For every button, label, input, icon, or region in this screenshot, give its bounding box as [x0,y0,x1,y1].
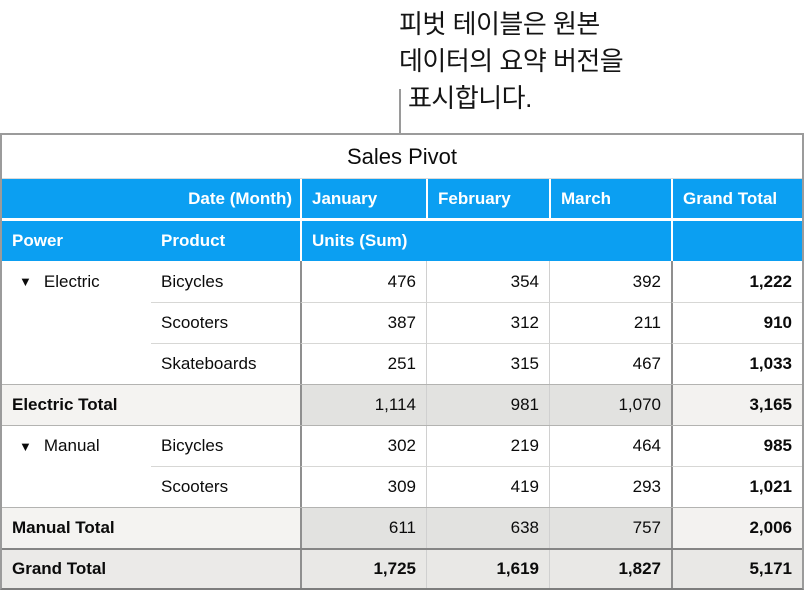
grand-total-grand-cell[interactable]: 5,171 [671,550,802,588]
group-total-cell[interactable]: 1,070 [549,385,671,425]
header-march[interactable]: March [549,179,671,218]
value-cell[interactable]: 219 [426,426,549,466]
group-cell-empty[interactable] [2,466,151,507]
pivot-table: Sales Pivot Date (Month) January Februar… [0,133,804,590]
callout-line-1: 피벗 테이블은 원본 [399,9,600,39]
grand-total-cell[interactable]: 1,725 [300,550,426,588]
value-cell[interactable]: 467 [549,343,671,384]
product-cell[interactable]: Bicycles [161,271,224,291]
callout-connector-line [399,89,401,133]
group-total-cell[interactable]: 638 [426,508,549,548]
grand-total-row: Grand Total 1,725 1,619 1,827 5,171 [2,548,802,588]
group-total-row: Electric Total 1,114 981 1,070 3,165 [2,384,802,425]
header-grand-total-empty[interactable] [671,221,802,261]
row-total-cell[interactable]: 985 [671,426,802,466]
table-row: Scooters 309 419 293 1,021 [2,466,802,507]
header-january[interactable]: January [300,179,426,218]
value-cell[interactable]: 464 [549,426,671,466]
callout-line-3: 표시합니다. [408,83,532,113]
group-label: Manual [43,436,100,455]
table-row: Skateboards 251 315 467 1,033 [2,343,802,384]
value-cell[interactable]: 419 [426,466,549,507]
column-header-row: Date (Month) January February March Gran… [2,179,802,221]
value-cell[interactable]: 354 [426,261,549,302]
value-cell[interactable]: 293 [549,466,671,507]
product-cell[interactable]: Skateboards [151,343,300,384]
group-label: Electric [43,271,100,291]
value-cell[interactable]: 211 [549,302,671,343]
group-total-label[interactable]: Manual Total [2,508,300,548]
table-title[interactable]: Sales Pivot [346,143,458,169]
product-cell[interactable]: Scooters [151,466,300,507]
value-cell[interactable]: 302 [300,426,426,466]
value-cell[interactable]: 315 [426,343,549,384]
group-total-cell[interactable]: 611 [300,508,426,548]
field-header-row: Power Product Units (Sum) [2,221,802,261]
group-total-cell[interactable]: 981 [426,385,549,425]
row-total-cell[interactable]: 1,222 [671,261,802,302]
group-cell-empty[interactable] [2,302,151,343]
product-cell[interactable]: Bicycles [161,436,224,455]
group-total-grand-cell[interactable]: 2,006 [671,508,802,548]
value-cell[interactable]: 312 [426,302,549,343]
grand-total-cell[interactable]: 1,619 [426,550,549,588]
group-total-cell[interactable]: 1,114 [300,385,426,425]
value-cell[interactable]: 309 [300,466,426,507]
table-row: ▼ Electric Bicycles 476 354 392 1,222 [2,261,802,302]
group-total-label[interactable]: Electric Total [2,385,300,425]
header-units-sum[interactable]: Units (Sum) [300,221,671,261]
product-cell[interactable]: Scooters [151,302,300,343]
table-title-row: Sales Pivot [2,135,802,179]
group-total-grand-cell[interactable]: 3,165 [671,385,802,425]
value-cell[interactable]: 392 [549,261,671,302]
group-cell-empty[interactable] [2,343,151,384]
callout-line-2: 데이터의 요약 버전을 [399,46,624,76]
grand-total-label[interactable]: Grand Total [2,550,300,588]
row-total-cell[interactable]: 1,021 [671,466,802,507]
table-row: ▼ Manual Bicycles 302 219 464 985 [2,425,802,466]
callout-annotation: 피벗 테이블은 원본 데이터의 요약 버전을 표시합니다. [399,6,624,117]
value-cell[interactable]: 251 [300,343,426,384]
group-cell-electric[interactable]: ▼ Electric [2,261,151,302]
grand-total-cell[interactable]: 1,827 [549,550,671,588]
table-row: Scooters 387 312 211 910 [2,302,802,343]
disclosure-triangle-icon[interactable]: ▼ [19,438,32,454]
header-date-month[interactable]: Date (Month) [188,188,292,208]
header-february[interactable]: February [426,179,549,218]
group-total-row: Manual Total 611 638 757 2,006 [2,507,802,548]
header-power[interactable]: Power [12,231,64,250]
group-cell-manual[interactable]: ▼ Manual [2,426,151,466]
group-total-cell[interactable]: 757 [549,508,671,548]
disclosure-triangle-icon[interactable]: ▼ [19,274,32,289]
header-product[interactable]: Product [161,231,226,250]
row-total-cell[interactable]: 1,033 [671,343,802,384]
row-total-cell[interactable]: 910 [671,302,802,343]
value-cell[interactable]: 387 [300,302,426,343]
value-cell[interactable]: 476 [300,261,426,302]
header-grand-total[interactable]: Grand Total [671,179,802,218]
